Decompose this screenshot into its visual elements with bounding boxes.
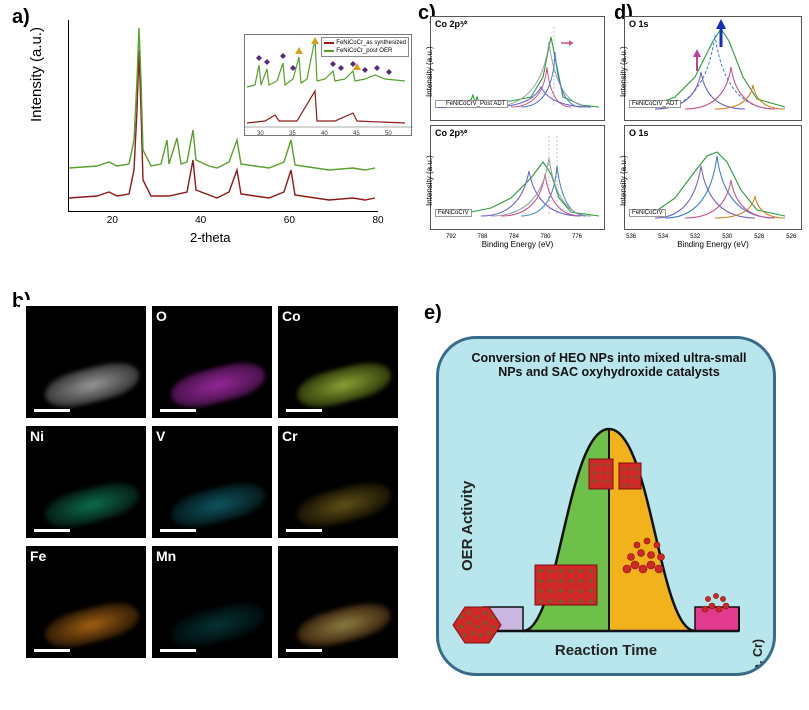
panel-c-bottom: Co 2p³⁄² Intensity (a.u.) FeNiCoCrV (430, 125, 605, 230)
panel-d-top-legend: FeNiCoCrV_ADT (629, 100, 681, 108)
panel-e-svg (439, 339, 776, 676)
panel-a-inset-legend: FeNiCoCr_as synthesized FeNiCoCr_post OE… (321, 37, 409, 57)
panel-e-schematic: Conversion of HEO NPs into mixed ultra-s… (430, 330, 785, 685)
eds-tile-haadf (26, 306, 146, 418)
panel-d-bot-legend: FeNiCoCrV (629, 209, 666, 217)
eds-tile-fe: Fe (26, 546, 146, 658)
panel-d-xticks: 536 534 532 530 528 526 (624, 234, 802, 242)
label-e: e) (424, 302, 442, 325)
panel-c-bot-legend: FeNiCoCrV (435, 209, 472, 217)
eds-tile-o: O (152, 306, 272, 418)
panel-b-grid: O Co Ni V Cr Fe Mn (26, 306, 398, 660)
svg-text:50: 50 (385, 131, 392, 137)
eds-tile-v: V (152, 426, 272, 538)
panel-a-xlabel: 2-theta (190, 230, 230, 245)
panel-c-top-legend: FeNiCoCrV_Post ADT (435, 100, 508, 108)
svg-text:45: 45 (353, 131, 360, 137)
panel-a-xrd: Intensity (a.u.) (30, 12, 390, 242)
svg-text:35: 35 (289, 131, 296, 137)
panel-d-bottom: O 1s Intensity (a.u.) FeNiCoCrV (624, 125, 802, 230)
panel-e-xlabel: Reaction Time (439, 642, 773, 659)
svg-text:40: 40 (321, 131, 328, 137)
eds-tile-mn: Mn (152, 546, 272, 658)
eds-tile-co: Co (278, 306, 398, 418)
eds-tile-cr: Cr (278, 426, 398, 538)
panel-d-top: O 1s Intensity (a.u.) FeNiCoCrV_ADT (624, 16, 802, 121)
panel-a-inset: 30 35 40 45 50 FeNiCoCr_as synthesized F… (244, 34, 412, 136)
panel-c-xticks: 792 788 784 780 776 (430, 234, 605, 242)
panel-a-ylabel: Intensity (a.u.) (28, 27, 45, 122)
eds-tile-overlay (278, 546, 398, 658)
label-a: a) (12, 6, 30, 29)
svg-text:30: 30 (257, 131, 264, 137)
panel-e-card: Conversion of HEO NPs into mixed ultra-s… (436, 336, 776, 676)
panel-c-top: Co 2p³⁄² Intensity (a.u.) FeNiCoCrV_Post… (430, 16, 605, 121)
panel-a-plot: 30 35 40 45 50 FeNiCoCr_as synthesized F… (68, 20, 378, 212)
panel-e-yleft: OER Activity (459, 481, 476, 571)
panel-d-xps: O 1s Intensity (a.u.) FeNiCoCrV_ADT O 1s… (624, 16, 802, 249)
panel-c-xps: Co 2p³⁄² Intensity (a.u.) FeNiCoCrV_Post… (430, 16, 605, 249)
panel-b-eds: O Co Ni V Cr Fe Mn (20, 300, 400, 690)
eds-tile-ni: Ni (26, 426, 146, 538)
